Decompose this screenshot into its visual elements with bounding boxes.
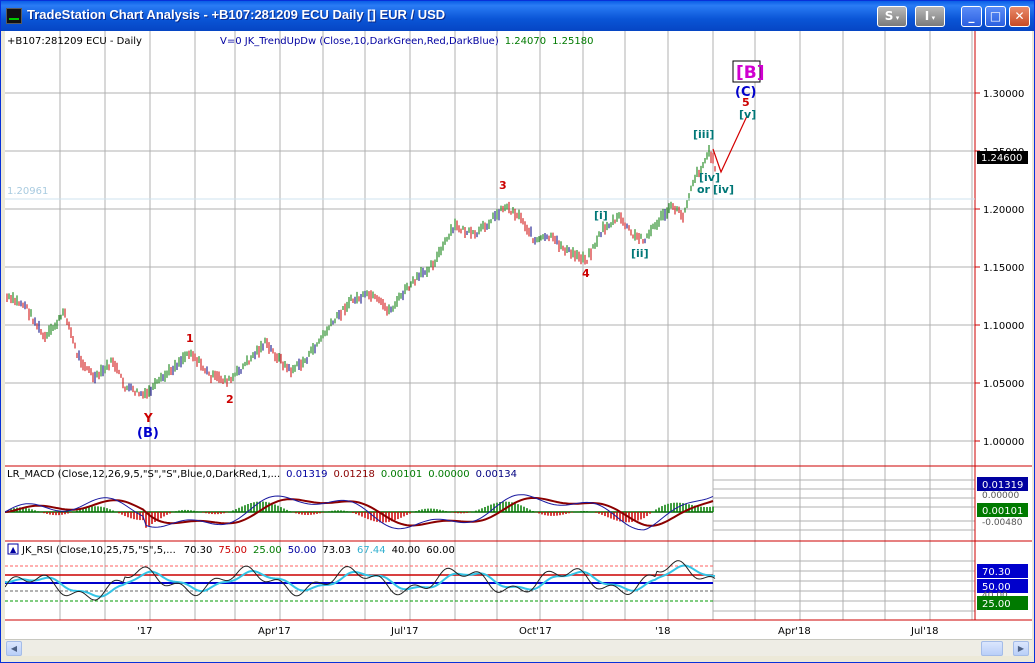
indicators-menu-button[interactable]: I ▾ — [915, 6, 945, 27]
y-tick-label-5: 1.05000 — [983, 379, 1024, 390]
scroll-left-arrow-icon[interactable]: ◀ — [6, 641, 22, 656]
wave-label-i: [i] — [594, 209, 608, 222]
styles-menu-button[interactable]: S ▾ — [877, 6, 907, 27]
wave-label-1: 1 — [186, 332, 194, 345]
rsi-line — [5, 560, 716, 601]
wave-label-3: 3 — [499, 179, 507, 192]
wave-label-iii: [iii] — [693, 128, 714, 141]
window-title: TradeStation Chart Analysis - +B107:2812… — [27, 7, 446, 22]
maximize-button[interactable]: □ — [985, 6, 1006, 27]
rsi-axis-box-3 — [977, 596, 1028, 610]
grid-lines — [5, 31, 975, 620]
rsi-average-line — [5, 564, 716, 598]
x-label-apr18: Apr'18 — [778, 626, 811, 637]
wave-label-iv: [iv] — [713, 183, 734, 196]
rsi-axis-box-2 — [977, 579, 1028, 593]
macd-indicator: LR_MACD (Close,12,26,9,5,"S","S",Blue,0,… — [5, 469, 1028, 531]
macd-axis-box-1 — [977, 477, 1028, 491]
trend-indicator-label: V=0 JK_TrendUpDw (Close,10,DarkGreen,Red… — [220, 36, 593, 47]
chart-canvas[interactable]: +B107:281209 ECU - Daily V=0 JK_TrendUpD… — [5, 31, 1032, 639]
minimize-button[interactable]: _ — [961, 6, 982, 27]
wave-projection-line — [712, 115, 748, 174]
macd-axis-value-1: 0.01319 — [982, 480, 1023, 491]
macd-line — [5, 494, 714, 531]
wave-label-v: [v] — [739, 108, 756, 121]
tradestation-app-icon[interactable] — [6, 8, 22, 24]
price-axis: 1.300001.250001.200001.150001.100001.050… — [975, 89, 1024, 448]
rsi-axis-value-1: 70.30 — [982, 567, 1011, 578]
macd-axis-box-2 — [977, 503, 1028, 517]
wave-label-ii: [ii] — [631, 247, 649, 260]
x-label-jul18: Jul'18 — [910, 626, 939, 637]
x-label-17: '17 — [137, 626, 152, 637]
wave-label-2: 2 — [226, 393, 234, 406]
macd-label: LR_MACD (Close,12,26,9,5,"S","S",Blue,0,… — [7, 469, 517, 480]
wave-label-5: 5 — [742, 96, 750, 109]
rsi-axis-value-2: 50.00 — [982, 582, 1011, 593]
rsi-axis-box-1 — [977, 564, 1028, 578]
macd-axis-hidden-1: 0.00000 — [982, 491, 1019, 501]
macd-axis-hidden-2: -0.00480 — [982, 518, 1023, 528]
y-tick-label-3: 1.15000 — [983, 263, 1024, 274]
y-tick-label-0: 1.30000 — [983, 89, 1024, 100]
wave-label-C-circle: (C) — [735, 85, 756, 100]
time-axis: '17 Apr'17 Jul'17 Oct'17 '18 Apr'18 Jul'… — [137, 626, 939, 637]
wave-label-or: or — [697, 183, 711, 196]
x-label-jul17: Jul'17 — [390, 626, 419, 637]
x-label-18: '18 — [655, 626, 670, 637]
wave-label-4: 4 — [582, 267, 590, 280]
x-label-oct17: Oct'17 — [519, 626, 552, 637]
x-label-apr17: Apr'17 — [258, 626, 291, 637]
title-bar[interactable]: TradeStation Chart Analysis - +B107:2812… — [1, 1, 1034, 31]
scrollbar-thumb[interactable] — [981, 641, 1003, 656]
macd-axis-value-2: 0.00101 — [982, 506, 1023, 517]
close-button[interactable]: ✕ — [1009, 6, 1030, 27]
rsi-label: JK_RSI (Close,10,25,75,"S",5,... 70.30 75.… — [21, 545, 455, 556]
elliott-wave-labels: [B] (C) 5 [v] [iii] [iv] or [iv] 3 [i] [… — [137, 60, 765, 441]
y-tick-label-2: 1.20000 — [983, 205, 1024, 216]
wave-label-B-major: [B] — [736, 63, 765, 83]
y-tick-label-6: 1.00000 — [983, 437, 1024, 448]
y-tick-label-4: 1.10000 — [983, 321, 1024, 332]
chart-plot-area[interactable]: +B107:281209 ECU - Daily V=0 JK_TrendUpD… — [5, 31, 1032, 656]
scroll-right-arrow-icon[interactable]: ▶ — [1013, 641, 1029, 656]
wave-label-Y: Y — [143, 411, 153, 425]
rsi-axis-value-3: 25.00 — [982, 599, 1011, 610]
symbol-label: +B107:281209 ECU - Daily — [7, 36, 142, 47]
horizontal-scrollbar[interactable]: ◀ ▶ — [5, 639, 1032, 656]
wave-label-iv-alt: [iv] — [699, 171, 720, 184]
reference-value-label: 1.20961 — [7, 186, 48, 197]
last-price-marker: 1.24600 — [977, 151, 1028, 164]
price-bars — [6, 145, 716, 399]
rsi-indicator: ▲ JK_RSI (Close,10,25,75,"S",5,... 70.30 7… — [5, 543, 1028, 610]
rsi-collapse-icon[interactable] — [7, 543, 19, 555]
last-price-value: 1.24600 — [981, 153, 1022, 164]
svg-text:▲: ▲ — [10, 545, 17, 554]
wave-label-B-circle: (B) — [137, 426, 159, 441]
